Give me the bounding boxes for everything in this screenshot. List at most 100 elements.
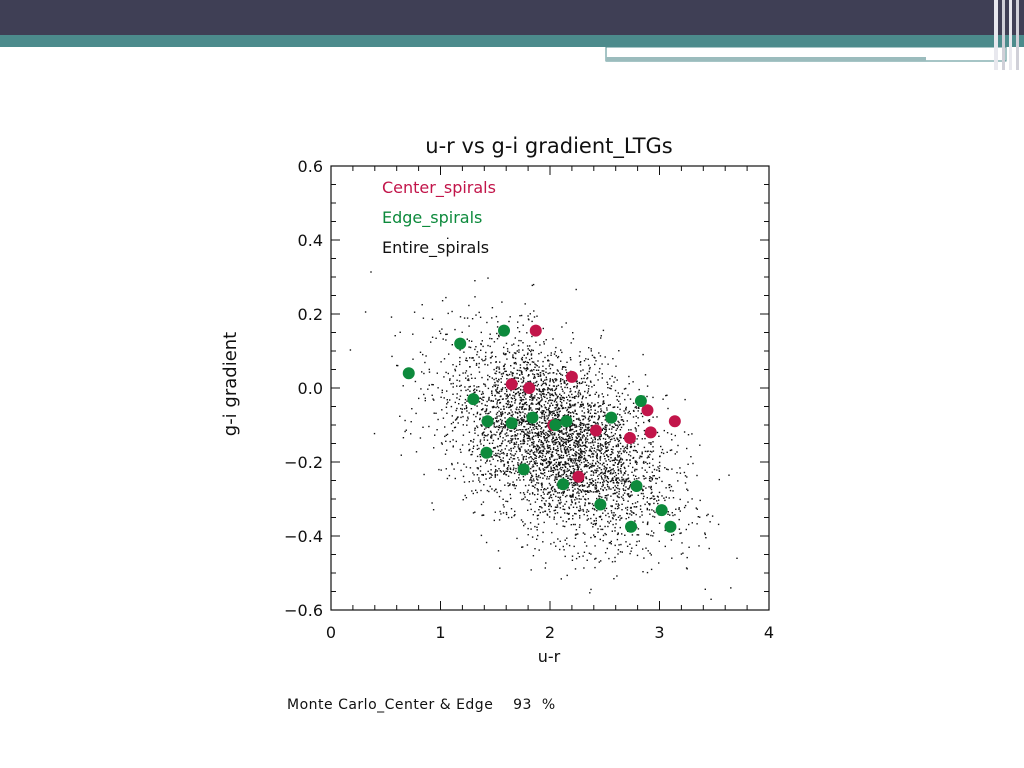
- entire-spirals-dot: [505, 435, 508, 437]
- entire-spirals-dot: [574, 452, 576, 455]
- entire-spirals-dot: [618, 504, 620, 506]
- entire-spirals-dot: [535, 455, 538, 457]
- entire-spirals-dot: [584, 444, 587, 447]
- entire-spirals-dot: [498, 455, 500, 458]
- entire-spirals-dot: [542, 388, 544, 391]
- entire-spirals-dot: [607, 435, 609, 437]
- entire-spirals-dot: [537, 488, 539, 491]
- entire-spirals-dot: [555, 346, 557, 349]
- entire-spirals-dot: [540, 428, 542, 430]
- entire-spirals-dot: [610, 453, 613, 456]
- entire-spirals-dot: [502, 405, 505, 407]
- entire-spirals-dot: [546, 478, 548, 480]
- entire-spirals-dot: [606, 407, 608, 409]
- entire-spirals-dot: [572, 467, 575, 470]
- entire-spirals-dot: [597, 465, 599, 467]
- entire-spirals-dot: [502, 440, 504, 442]
- entire-spirals-dot: [580, 452, 582, 454]
- entire-spirals-dot: [566, 438, 568, 441]
- entire-spirals-dot: [547, 409, 550, 411]
- entire-spirals-dot: [635, 415, 637, 417]
- entire-spirals-dot: [521, 373, 523, 375]
- entire-spirals-dot: [536, 434, 539, 436]
- entire-spirals-dot: [614, 389, 617, 392]
- entire-spirals-dot: [537, 482, 540, 484]
- entire-spirals-dot: [449, 379, 451, 381]
- entire-spirals-dot: [581, 410, 583, 412]
- entire-spirals-dot: [571, 423, 573, 425]
- entire-spirals-dot: [566, 468, 569, 470]
- entire-spirals-dot: [556, 478, 558, 480]
- entire-spirals-dot: [582, 396, 584, 398]
- entire-spirals-dot: [510, 397, 513, 399]
- entire-spirals-dot: [611, 435, 613, 438]
- entire-spirals-dot: [635, 513, 637, 516]
- entire-spirals-dot: [549, 447, 551, 449]
- entire-spirals-dot: [493, 384, 495, 386]
- entire-spirals-dot: [500, 414, 503, 417]
- entire-spirals-dot: [483, 439, 485, 441]
- entire-spirals-dot: [657, 466, 659, 468]
- entire-spirals-dot: [576, 498, 578, 500]
- entire-spirals-dot: [522, 418, 524, 421]
- entire-spirals-dot: [584, 504, 586, 507]
- entire-spirals-dot: [604, 510, 606, 512]
- entire-spirals-dot: [555, 452, 558, 454]
- entire-spirals-dot: [580, 405, 582, 407]
- y-tick-label: −0.4: [284, 527, 323, 546]
- entire-spirals-dot: [523, 442, 525, 445]
- entire-spirals-dot: [568, 436, 570, 438]
- entire-spirals-dot: [534, 363, 536, 365]
- entire-spirals-dot: [617, 440, 620, 443]
- entire-spirals-dot: [478, 447, 480, 450]
- entire-spirals-dot: [537, 436, 539, 438]
- entire-spirals-dot: [512, 464, 515, 467]
- entire-spirals-dot: [525, 455, 527, 458]
- entire-spirals-dot: [496, 474, 499, 476]
- entire-spirals-dot: [617, 420, 619, 423]
- entire-spirals-dot: [514, 446, 516, 448]
- entire-spirals-dot: [517, 457, 519, 459]
- entire-spirals-dot: [546, 444, 549, 446]
- entire-spirals-dot: [456, 416, 459, 419]
- entire-spirals-dot: [500, 422, 502, 425]
- entire-spirals-dot: [594, 545, 596, 547]
- entire-spirals-dot: [500, 373, 503, 375]
- entire-spirals-dot: [514, 514, 516, 516]
- entire-spirals-dot: [513, 458, 516, 460]
- entire-spirals-dot: [541, 497, 544, 499]
- entire-spirals-dot: [646, 522, 649, 525]
- slide-header-band: [0, 0, 1024, 70]
- entire-spirals-dot: [475, 415, 477, 418]
- entire-spirals-dot: [580, 424, 582, 427]
- entire-spirals-dot: [506, 429, 508, 431]
- entire-spirals-dot: [619, 403, 621, 405]
- entire-spirals-dot: [553, 443, 555, 446]
- entire-spirals-dot: [479, 470, 482, 472]
- entire-spirals-dot: [533, 469, 535, 472]
- entire-spirals-dot: [617, 426, 619, 428]
- entire-spirals-dot: [604, 441, 606, 444]
- entire-spirals-dot: [563, 508, 566, 511]
- entire-spirals-dot: [570, 412, 572, 414]
- entire-spirals-dot: [651, 451, 653, 453]
- entire-spirals-dot: [506, 378, 508, 380]
- entire-spirals-dot: [476, 412, 478, 415]
- entire-spirals-dot: [577, 465, 579, 467]
- entire-spirals-dot: [536, 422, 538, 424]
- entire-spirals-dot: [516, 372, 518, 375]
- entire-spirals-dot: [593, 450, 595, 452]
- entire-spirals-dot: [576, 452, 578, 454]
- entire-spirals-dot: [556, 412, 558, 414]
- entire-spirals-dot: [523, 435, 525, 437]
- entire-spirals-dot: [599, 538, 601, 541]
- entire-spirals-dot: [543, 374, 545, 376]
- entire-spirals-dot: [529, 450, 531, 453]
- entire-spirals-dot: [557, 449, 559, 452]
- entire-spirals-dot: [652, 416, 654, 418]
- entire-spirals-dot: [481, 474, 483, 476]
- entire-spirals-dot: [581, 470, 583, 472]
- entire-spirals-dot: [636, 438, 638, 440]
- entire-spirals-dot: [442, 338, 444, 340]
- entire-spirals-dot: [547, 387, 549, 389]
